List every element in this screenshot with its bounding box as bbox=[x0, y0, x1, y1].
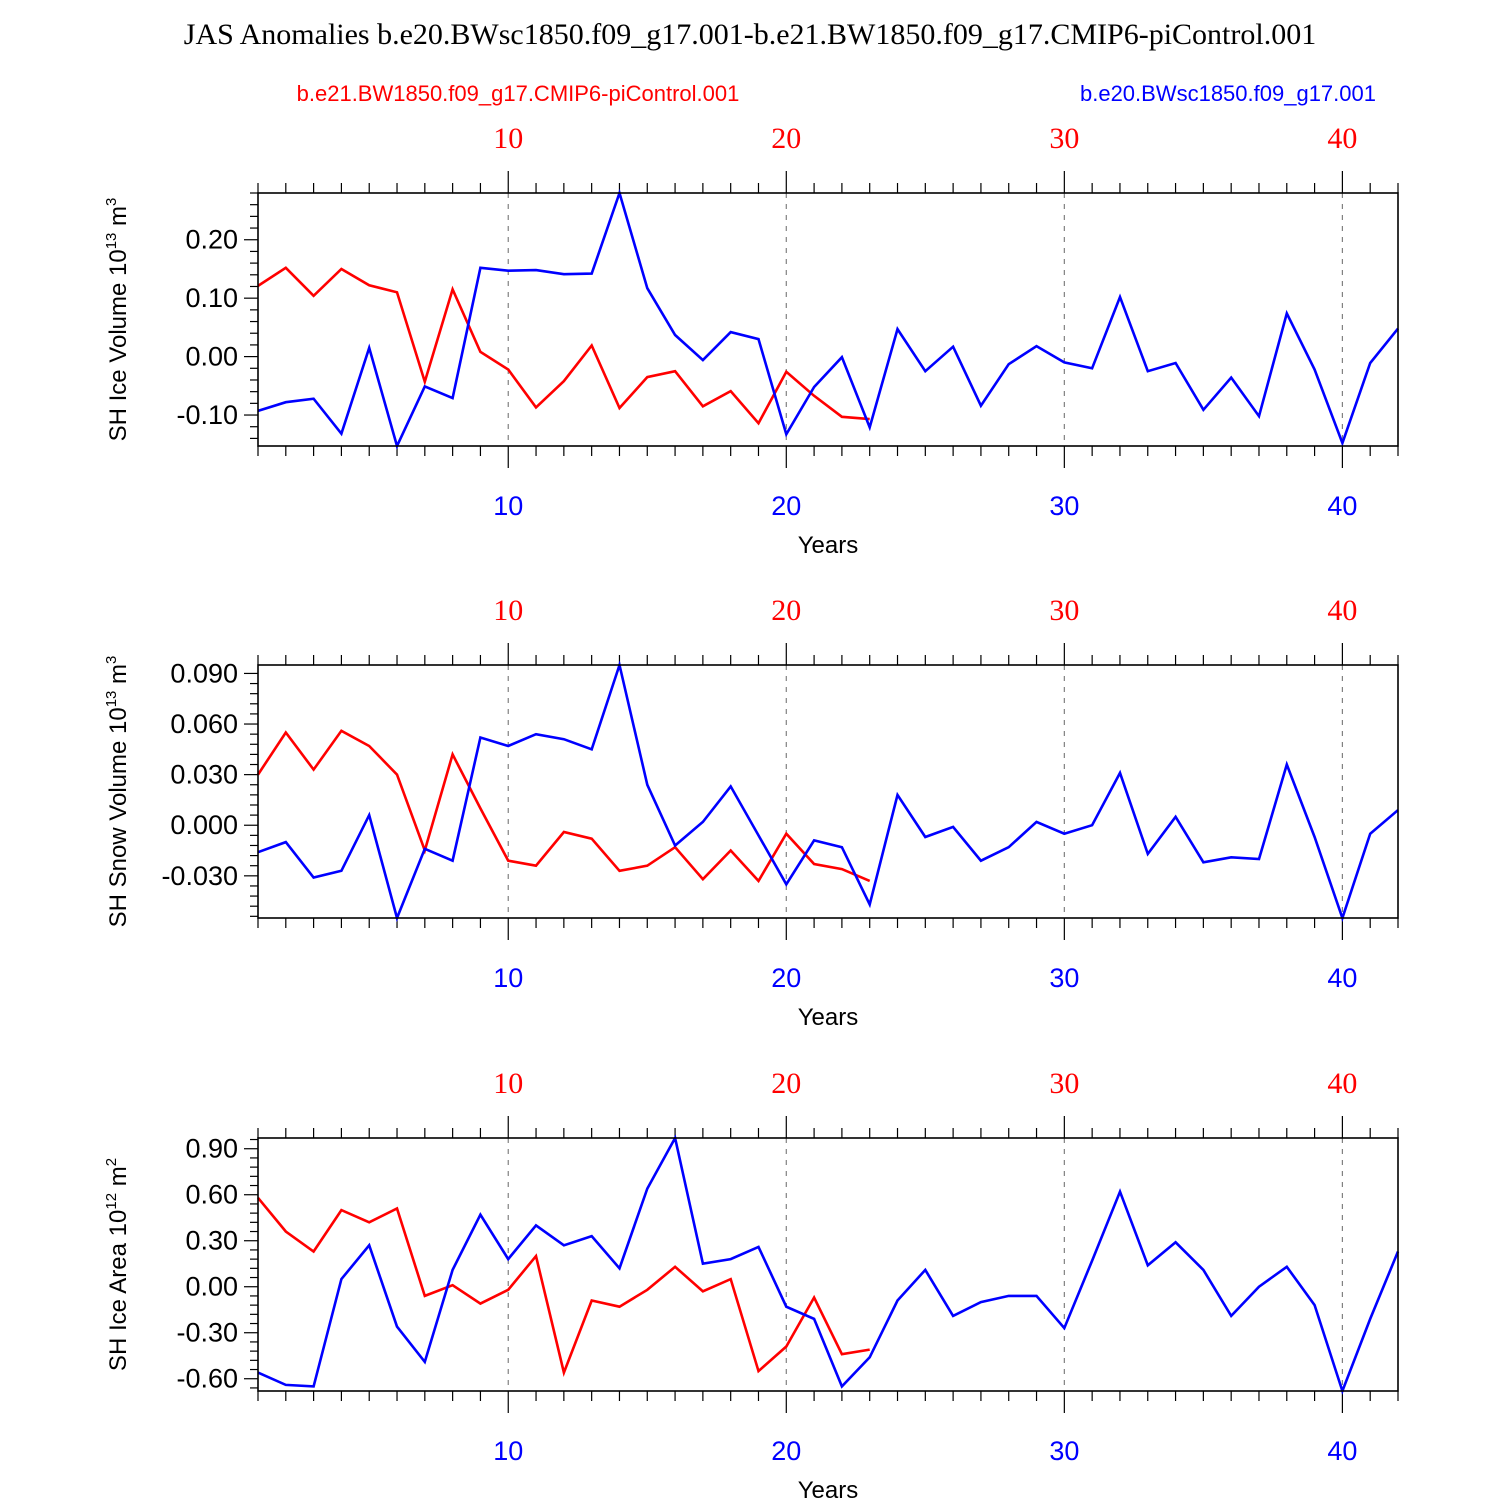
x-tick-label-top: 20 bbox=[771, 122, 801, 155]
chart-title: JAS Anomalies b.e20.BWsc1850.f09_g17.001… bbox=[184, 18, 1316, 51]
x-tick-label-top: 30 bbox=[1049, 594, 1079, 627]
x-tick-label-bottom: 40 bbox=[1327, 1436, 1357, 1466]
y-tick-label: 0.90 bbox=[185, 1134, 238, 1164]
y-tick-label: -0.10 bbox=[176, 400, 238, 430]
x-tick-label-top: 10 bbox=[493, 122, 523, 155]
x-axis-label: Years bbox=[798, 1477, 859, 1500]
x-tick-label-bottom: 30 bbox=[1049, 1436, 1079, 1466]
y-tick-label: -0.60 bbox=[176, 1364, 238, 1394]
y-tick-label: 0.30 bbox=[185, 1226, 238, 1256]
x-tick-label-top: 40 bbox=[1327, 594, 1357, 627]
legend-experiment-run: b.e20.BWsc1850.f09_g17.001 bbox=[1080, 81, 1376, 106]
chart-panel-2: -0.030 0.000 0.030 0.060 0.090 10 10 20 20 30 30 40… bbox=[103, 594, 1399, 1031]
legend-control-run: b.e21.BW1850.f09_g17.CMIP6-piControl.001 bbox=[297, 81, 740, 106]
x-tick-label-top: 30 bbox=[1049, 122, 1079, 155]
plot-frame bbox=[257, 664, 1399, 919]
plot-frame bbox=[257, 1137, 1399, 1392]
x-tick-label-bottom: 20 bbox=[771, 491, 801, 521]
series-line-experiment bbox=[257, 660, 1399, 923]
y-tick-label: 0.00 bbox=[185, 342, 238, 372]
x-axis-label: Years bbox=[798, 1004, 859, 1031]
x-tick-label-top: 10 bbox=[493, 1067, 523, 1100]
y-tick-label: 0.00 bbox=[185, 1272, 238, 1302]
chart-panel-3: -0.60 -0.30 0.00 0.30 0.60 0.90 10 10 20 20 30 30 40… bbox=[103, 1067, 1400, 1500]
y-tick-label: 0.60 bbox=[185, 1180, 238, 1210]
y-tick-label: 0.20 bbox=[185, 225, 238, 255]
x-tick-label-bottom: 10 bbox=[493, 491, 523, 521]
x-tick-label-bottom: 40 bbox=[1327, 963, 1357, 993]
series-line-experiment bbox=[257, 1134, 1400, 1395]
x-tick-label-bottom: 30 bbox=[1049, 491, 1079, 521]
x-tick-label-top: 40 bbox=[1327, 1067, 1357, 1100]
y-tick-label: 0.10 bbox=[185, 283, 238, 313]
chart-panel-1: -0.10 0.00 0.10 0.20 10 10 20 20 30 30 40 40 Years SH… bbox=[103, 122, 1400, 559]
y-axis-label: SH Ice Volume 1013 m3 bbox=[103, 198, 132, 442]
x-tick-label-bottom: 10 bbox=[493, 963, 523, 993]
y-tick-label: 0.000 bbox=[170, 810, 238, 840]
x-tick-label-bottom: 40 bbox=[1327, 491, 1357, 521]
x-tick-label-bottom: 20 bbox=[771, 963, 801, 993]
series-line-control bbox=[256, 1196, 870, 1377]
x-tick-label-top: 20 bbox=[771, 1067, 801, 1100]
x-tick-label-top: 10 bbox=[493, 594, 523, 627]
plot-frame bbox=[257, 192, 1399, 447]
y-tick-label: 0.060 bbox=[170, 709, 238, 739]
x-axis-label: Years bbox=[798, 532, 859, 559]
y-tick-label: -0.30 bbox=[176, 1318, 238, 1348]
x-tick-label-top: 30 bbox=[1049, 1067, 1079, 1100]
x-tick-label-top: 20 bbox=[771, 594, 801, 627]
y-tick-label: 0.030 bbox=[170, 760, 238, 790]
series-line-control bbox=[256, 729, 871, 884]
y-axis-label: SH Snow Volume 1013 m3 bbox=[103, 656, 132, 928]
y-tick-label: 0.090 bbox=[170, 658, 238, 688]
x-tick-label-top: 40 bbox=[1327, 122, 1357, 155]
x-tick-label-bottom: 10 bbox=[493, 1436, 523, 1466]
series-line-experiment bbox=[257, 188, 1400, 450]
x-tick-label-bottom: 20 bbox=[771, 1436, 801, 1466]
series-line-control bbox=[257, 266, 870, 426]
y-tick-label: -0.030 bbox=[161, 861, 238, 891]
y-axis-label: SH Ice Area 1012 m2 bbox=[103, 1158, 132, 1371]
chart-panels: -0.10 0.00 0.10 0.20 10 10 20 20 30 30 40 40 Years SH… bbox=[103, 122, 1400, 1500]
x-tick-label-bottom: 30 bbox=[1049, 963, 1079, 993]
